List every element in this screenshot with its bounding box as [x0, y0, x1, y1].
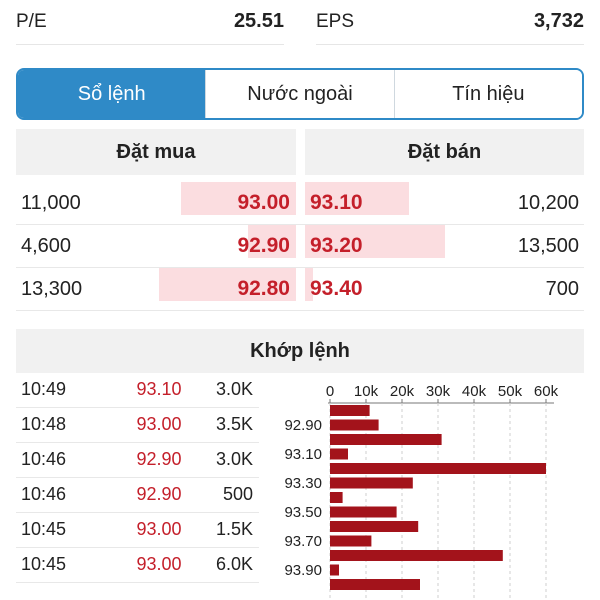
- eps-label: EPS: [316, 11, 355, 32]
- sell-volume: 10,200: [517, 192, 579, 214]
- trade-time: 10:48: [21, 414, 67, 434]
- row-divider: [16, 442, 259, 443]
- tab-signals[interactable]: Tín hiệu: [394, 70, 582, 118]
- volume-bar: [330, 579, 420, 590]
- sell-price[interactable]: 93.40: [310, 277, 363, 300]
- trade-time: 10:46: [21, 484, 67, 504]
- row-divider: [16, 407, 259, 408]
- matched-orders-header: Khớp lệnh: [16, 329, 584, 373]
- buy-price[interactable]: 93.00: [237, 191, 290, 214]
- trade-price: 92.90: [136, 449, 182, 469]
- pe-stat: P/E 25.51: [16, 0, 284, 45]
- trade-row: 10:45 93.00 6.0K: [16, 547, 259, 583]
- tab-foreign[interactable]: Nước ngoài: [206, 70, 395, 118]
- pe-value: 25.51: [233, 10, 284, 32]
- trade-row: 10:45 93.00 1.5K: [16, 512, 259, 548]
- y-tick-label: 93.10: [284, 446, 322, 463]
- volume-bar: [330, 477, 413, 489]
- pe-label: P/E: [16, 11, 47, 32]
- volume-bar: [330, 506, 397, 518]
- volume-bar: [330, 564, 339, 576]
- trade-volume: 3.0K: [215, 449, 253, 469]
- trade-volume: 6.0K: [215, 554, 253, 574]
- eps-stat: EPS 3,732: [316, 0, 584, 45]
- row-divider: [16, 267, 584, 268]
- sell-volume: 700: [545, 278, 579, 300]
- x-tick-label: 20k: [390, 383, 415, 400]
- row-divider: [16, 224, 584, 225]
- trade-time: 10:49: [21, 379, 67, 399]
- buy-volume: 11,000: [21, 192, 81, 214]
- row-divider: [16, 310, 584, 311]
- volume-bar: [330, 448, 348, 460]
- x-tick-label: 40k: [462, 383, 487, 400]
- trade-row: 10:46 92.90 3.0K: [16, 442, 259, 478]
- trade-price: 93.00: [136, 519, 182, 539]
- row-divider: [16, 477, 259, 478]
- row-divider: [16, 547, 259, 548]
- y-tick-label: 93.50: [284, 504, 322, 521]
- y-tick-label: 93.70: [284, 533, 322, 550]
- trade-volume: 3.0K: [215, 379, 253, 399]
- x-tick-label: 60k: [534, 383, 559, 400]
- buy-volume: 13,300: [21, 278, 83, 300]
- trade-time: 10:45: [21, 554, 67, 574]
- orderbook-row: 4,600 92.90 93.20 13,500: [16, 225, 584, 268]
- buy-depth-bar: [181, 182, 296, 215]
- trade-price: 93.00: [136, 554, 182, 574]
- trade-time: 10:45: [21, 519, 67, 539]
- eps-value: 3,732: [533, 10, 584, 32]
- volume-bar: [330, 492, 343, 503]
- sell-price[interactable]: 93.20: [310, 234, 363, 257]
- row-divider: [16, 512, 259, 513]
- y-tick-label: 92.90: [284, 417, 322, 434]
- trade-time: 10:46: [21, 449, 67, 469]
- sell-depth-bar: [305, 182, 409, 215]
- x-tick-label: 0: [326, 383, 334, 400]
- volume-bar: [330, 405, 370, 416]
- volume-bar: [330, 419, 379, 431]
- trade-row: 10:49 93.10 3.0K: [16, 372, 259, 408]
- volume-bar: [330, 535, 372, 547]
- volume-bar: [330, 463, 546, 474]
- trade-price: 93.00: [136, 414, 182, 434]
- trade-price: 92.90: [136, 484, 182, 504]
- stats-row: P/E 25.51 EPS 3,732: [16, 0, 584, 45]
- buy-header: Đặt mua: [16, 129, 296, 175]
- sell-volume: 13,500: [517, 235, 579, 257]
- x-tick-label: 50k: [498, 383, 523, 400]
- row-divider: [16, 582, 259, 583]
- buy-depth-bar: [158, 268, 296, 301]
- orderbook-row: 13,300 92.80 93.40 700: [16, 268, 584, 311]
- y-tick-label: 93.30: [284, 475, 322, 492]
- tab-bar: Sổ lệnh Nước ngoài Tín hiệu: [16, 68, 584, 120]
- trade-volume: 1.5K: [215, 519, 253, 539]
- trade-volume: 3.5K: [215, 414, 253, 434]
- buy-price[interactable]: 92.90: [237, 234, 290, 257]
- volume-bar: [330, 550, 503, 561]
- orderbook-row: 11,000 93.00 93.10 10,200: [16, 182, 584, 225]
- sell-depth-bar: [305, 268, 314, 301]
- volume-by-price-chart: 0 10k 20k 30k 40k 50k 60k 92.90 93.10 93.30 93.50 9…: [284, 383, 559, 600]
- buy-depth-bar: [248, 225, 296, 258]
- volume-bar: [330, 521, 419, 532]
- sell-depth-bar: [305, 225, 445, 258]
- y-tick-label: 93.90: [284, 562, 322, 579]
- tab-order-book[interactable]: Sổ lệnh: [18, 70, 207, 118]
- trade-volume: 500: [222, 484, 253, 504]
- x-tick-label: 30k: [426, 383, 451, 400]
- trade-row: 10:48 93.00 3.5K: [16, 407, 259, 443]
- x-tick-label: 10k: [354, 383, 379, 400]
- sell-price[interactable]: 93.10: [310, 191, 363, 214]
- volume-bar: [330, 434, 442, 445]
- trade-price: 93.10: [136, 379, 182, 399]
- buy-price[interactable]: 92.80: [237, 277, 290, 300]
- trade-row: 10:46 92.90 500: [16, 477, 259, 513]
- sell-header: Đặt bán: [305, 129, 584, 175]
- buy-volume: 4,600: [21, 235, 72, 257]
